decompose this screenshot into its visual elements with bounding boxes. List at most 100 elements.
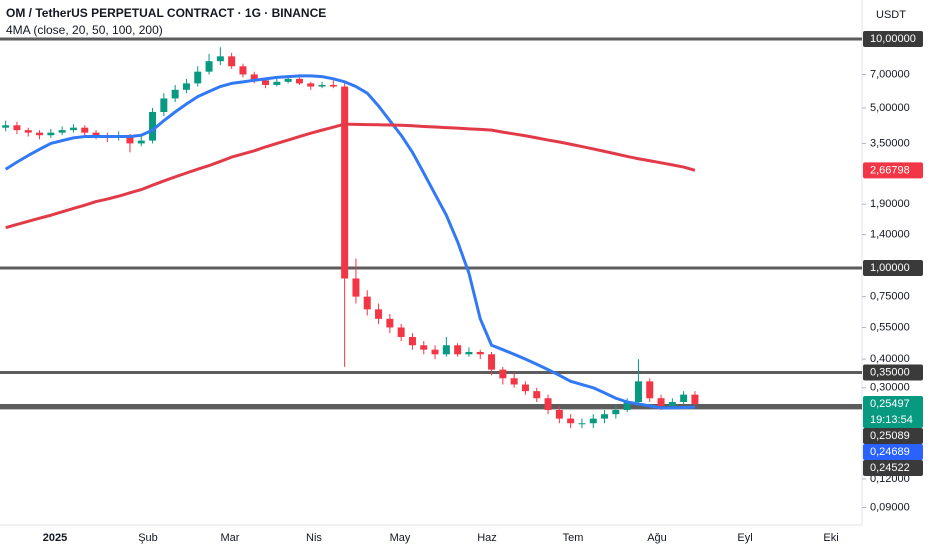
- currency: USDT: [876, 9, 906, 21]
- candle-body: [465, 351, 473, 355]
- candle-body: [329, 84, 337, 87]
- candle-body: [488, 354, 496, 370]
- candle-body: [521, 384, 529, 392]
- y-tick-label: 7,00000: [870, 68, 910, 80]
- x-tick-label: Eki: [823, 532, 838, 544]
- candle-body: [149, 111, 157, 141]
- candle-body: [668, 402, 676, 406]
- price-label: 10,00000: [870, 33, 916, 45]
- price-label-box: [863, 427, 923, 444]
- candle-body: [499, 369, 507, 379]
- candle-body: [171, 89, 179, 99]
- candle-body: [2, 125, 10, 128]
- indicator-legend: 4MA (close, 20, 50, 100, 200): [6, 23, 163, 37]
- candle-body: [284, 78, 292, 82]
- candle-body: [657, 398, 665, 406]
- candle-body: [408, 336, 416, 346]
- y-tick-label: 5,00000: [870, 102, 910, 114]
- candle-body: [160, 98, 168, 112]
- x-tick-label: Tem: [563, 532, 584, 544]
- y-tick-label: 0,75000: [870, 291, 910, 303]
- candle-body: [81, 127, 89, 133]
- candle-body: [250, 74, 258, 81]
- x-tick-label: Haz: [477, 532, 497, 544]
- candle-body: [691, 394, 699, 404]
- y-tick-label: 3,50000: [870, 137, 910, 149]
- candle-body: [646, 381, 654, 399]
- candle-body: [454, 345, 462, 355]
- y-tick-label: 0,09000: [870, 501, 910, 513]
- candle-body: [24, 130, 32, 133]
- moving-average: [5, 122, 696, 230]
- candle-body: [13, 125, 21, 131]
- candle-body: [363, 296, 371, 310]
- candle-body: [228, 56, 236, 67]
- price-label: 0,25497: [870, 398, 910, 410]
- candle-body: [194, 71, 202, 84]
- x-tick-label: Ağu: [647, 532, 667, 544]
- candle-body: [420, 345, 428, 350]
- candle-body: [239, 66, 247, 75]
- candle-body: [601, 414, 609, 419]
- plot: [0, 37, 862, 429]
- candle-body: [634, 381, 642, 403]
- candle-body: [216, 56, 224, 62]
- candle-body: [262, 80, 270, 85]
- price-label: 0,24689: [870, 446, 910, 458]
- price-label-box: [863, 443, 923, 460]
- candle-body: [510, 378, 518, 385]
- price-label: 0,24522: [870, 462, 910, 474]
- y-tick-label: 0,30000: [870, 382, 910, 394]
- price-label: 1,00000: [870, 262, 910, 274]
- chart-title: OM / TetherUS PERPETUAL CONTRACT · 1G · …: [6, 6, 326, 20]
- candle-body: [318, 84, 326, 87]
- candle-body: [69, 127, 77, 131]
- x-tick-label: Eyl: [737, 532, 752, 544]
- x-tick-label: Nis: [306, 532, 322, 544]
- x-tick-label: May: [390, 532, 411, 544]
- price-label-box: [863, 260, 923, 277]
- candle-body: [476, 351, 484, 355]
- candle-body: [352, 278, 360, 297]
- price-label-box: [863, 395, 923, 428]
- y-tick-label: 0,40000: [870, 353, 910, 365]
- candle-body: [578, 423, 586, 425]
- candle-body: [375, 309, 383, 319]
- candle-body: [273, 81, 281, 85]
- candle-body: [612, 409, 620, 415]
- candle-body: [126, 135, 134, 144]
- price-label: 0,35000: [870, 366, 910, 378]
- price-label-box: [863, 30, 923, 47]
- candle-body: [92, 132, 100, 136]
- candle-body: [205, 61, 213, 72]
- price-label: 0,25089: [870, 430, 910, 442]
- axes: 7,00000 5,00000 3,50000 1,90000 1,40000 0,750…: [43, 30, 923, 544]
- y-tick-label: 1,40000: [870, 228, 910, 240]
- candle-body: [555, 409, 563, 419]
- x-tick-label: Şub: [138, 532, 158, 544]
- candle-body: [544, 398, 552, 410]
- price-label-box: [863, 364, 923, 381]
- price-label-box: [863, 459, 923, 476]
- candle-body: [341, 86, 349, 279]
- x-tick-label: 2025: [43, 532, 67, 544]
- y-tick-label: 0,55000: [870, 321, 910, 333]
- candle-body: [397, 327, 405, 337]
- candle-body: [386, 318, 394, 328]
- candle-body: [567, 418, 575, 424]
- candle-body: [137, 140, 145, 144]
- price-label: 2,66798: [870, 164, 910, 176]
- candle-body: [58, 130, 66, 133]
- candle-body: [182, 83, 190, 90]
- candle-body: [442, 345, 450, 355]
- price-label-box: [863, 162, 923, 179]
- y-tick-label: 1,90000: [870, 198, 910, 210]
- countdown: 19:13:54: [870, 414, 913, 426]
- candle-body: [47, 132, 55, 136]
- moving-average: [4, 74, 696, 410]
- candle-body: [295, 78, 303, 84]
- x-tick-label: Mar: [221, 532, 240, 544]
- candle-body: [36, 132, 44, 136]
